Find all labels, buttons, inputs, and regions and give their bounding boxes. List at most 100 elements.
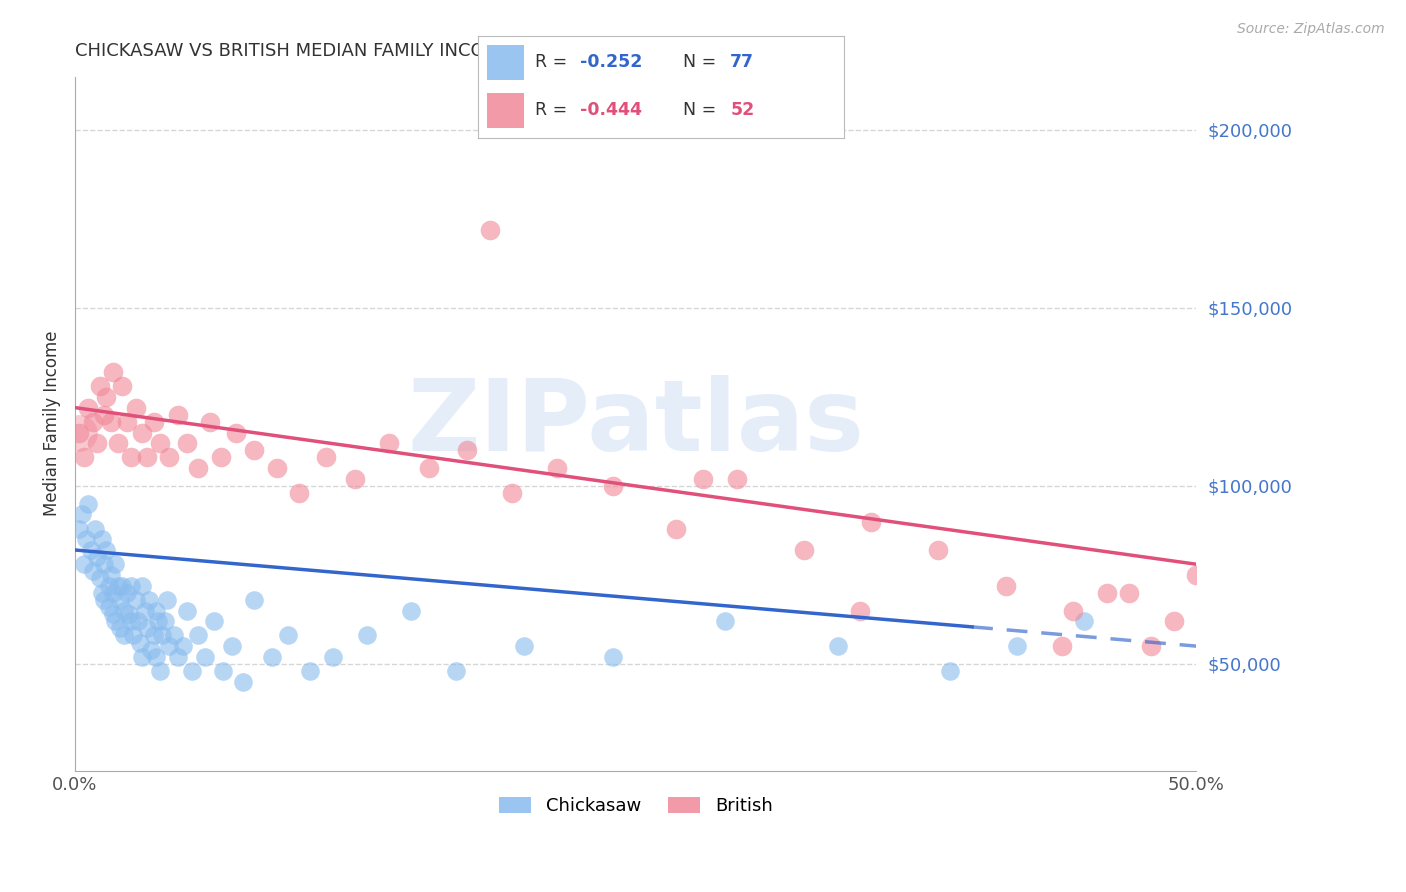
- Text: Source: ZipAtlas.com: Source: ZipAtlas.com: [1237, 22, 1385, 37]
- Point: [75, 533, 97, 547]
- Point: [120, 579, 142, 593]
- Point: [107, 579, 129, 593]
- Point: [1073, 614, 1095, 628]
- Point: [1185, 568, 1208, 582]
- Point: [187, 628, 209, 642]
- Point: [80, 543, 103, 558]
- Point: [243, 592, 266, 607]
- Point: [243, 443, 266, 458]
- Point: [108, 621, 131, 635]
- Point: [157, 639, 180, 653]
- Point: [135, 621, 157, 635]
- Point: [142, 628, 165, 642]
- Point: [212, 664, 235, 678]
- Point: [135, 450, 157, 465]
- Point: [315, 450, 337, 465]
- Point: [86, 550, 108, 565]
- Point: [1095, 585, 1118, 599]
- Point: [101, 607, 124, 621]
- Point: [124, 401, 146, 415]
- Point: [209, 450, 232, 465]
- Point: [266, 461, 288, 475]
- Point: [69, 425, 91, 440]
- Point: [401, 603, 423, 617]
- Point: [927, 543, 949, 558]
- Point: [665, 522, 688, 536]
- Point: [131, 649, 153, 664]
- Point: [156, 592, 179, 607]
- Point: [225, 425, 247, 440]
- Point: [187, 461, 209, 475]
- Text: -0.444: -0.444: [581, 101, 643, 119]
- Text: N =: N =: [683, 53, 721, 70]
- Point: [112, 603, 135, 617]
- Point: [100, 568, 122, 582]
- Point: [138, 592, 160, 607]
- Point: [97, 599, 120, 614]
- Point: [994, 579, 1017, 593]
- Point: [849, 603, 872, 617]
- Point: [221, 639, 243, 653]
- Point: [131, 425, 153, 440]
- Point: [93, 558, 115, 572]
- Point: [1050, 639, 1073, 653]
- Point: [82, 415, 104, 429]
- Point: [108, 592, 131, 607]
- Text: CHICKASAW VS BRITISH MEDIAN FAMILY INCOME CORRELATION CHART: CHICKASAW VS BRITISH MEDIAN FAMILY INCOM…: [75, 42, 711, 60]
- Point: [69, 522, 91, 536]
- Point: [142, 415, 165, 429]
- Point: [793, 543, 815, 558]
- Point: [860, 515, 883, 529]
- Point: [356, 628, 378, 642]
- Point: [145, 603, 167, 617]
- Point: [90, 585, 112, 599]
- Point: [418, 461, 440, 475]
- Point: [288, 486, 311, 500]
- Point: [1062, 603, 1084, 617]
- Text: -0.252: -0.252: [581, 53, 643, 70]
- Point: [172, 639, 194, 653]
- Point: [115, 415, 138, 429]
- Point: [602, 649, 624, 664]
- Point: [163, 628, 186, 642]
- Point: [725, 472, 748, 486]
- Point: [456, 443, 478, 458]
- Point: [299, 664, 322, 678]
- Point: [69, 425, 91, 440]
- Point: [478, 222, 501, 236]
- Point: [82, 565, 104, 579]
- Point: [124, 592, 146, 607]
- Point: [176, 603, 198, 617]
- Point: [129, 635, 152, 649]
- Point: [86, 436, 108, 450]
- Point: [1005, 639, 1028, 653]
- Point: [70, 508, 93, 522]
- Point: [344, 472, 367, 486]
- Bar: [488, 45, 524, 79]
- Point: [322, 649, 344, 664]
- Point: [501, 486, 523, 500]
- Point: [262, 649, 284, 664]
- Legend: Chickasaw, British: Chickasaw, British: [489, 788, 782, 824]
- Point: [73, 450, 96, 465]
- Point: [115, 585, 138, 599]
- Point: [127, 614, 149, 628]
- Point: [101, 365, 124, 379]
- Point: [602, 479, 624, 493]
- Point: [1118, 585, 1140, 599]
- Point: [84, 522, 107, 536]
- Point: [118, 607, 141, 621]
- Point: [141, 642, 163, 657]
- Point: [120, 614, 142, 628]
- Point: [167, 649, 190, 664]
- Point: [152, 628, 174, 642]
- Point: [167, 408, 190, 422]
- Point: [202, 614, 225, 628]
- Point: [111, 379, 134, 393]
- Point: [120, 450, 142, 465]
- Point: [111, 579, 134, 593]
- Point: [149, 436, 172, 450]
- Point: [77, 497, 100, 511]
- Text: ZIPatlas: ZIPatlas: [408, 376, 865, 472]
- Point: [100, 415, 122, 429]
